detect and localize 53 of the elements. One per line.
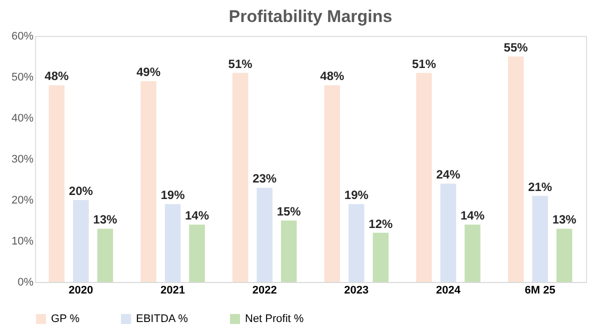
bar — [48, 85, 65, 282]
bar — [440, 184, 456, 282]
data-label: 55% — [504, 40, 528, 54]
y-tick-label: 40% — [11, 112, 34, 124]
legend-label: EBITDA % — [136, 313, 188, 325]
bar — [556, 228, 572, 282]
bar — [164, 204, 181, 282]
bar — [348, 204, 364, 282]
bar — [189, 224, 205, 282]
bar — [73, 200, 89, 282]
y-tick-label: 50% — [11, 72, 34, 84]
x-tick-label: 2023 — [344, 284, 369, 296]
x-tick-label: 2021 — [160, 284, 185, 296]
data-label: 20% — [68, 184, 94, 198]
data-label: 14% — [460, 208, 485, 223]
bar — [232, 72, 248, 282]
data-label: 15% — [276, 204, 302, 218]
data-label: 48% — [320, 69, 344, 84]
data-label: 12% — [368, 216, 394, 231]
data-label: 14% — [184, 208, 210, 223]
y-tick-label: 10% — [11, 236, 34, 248]
bar — [508, 56, 524, 282]
bar — [532, 196, 548, 282]
data-label: 13% — [552, 212, 577, 227]
data-label: 24% — [436, 168, 461, 182]
data-label: 23% — [252, 172, 277, 186]
data-label: 48% — [44, 69, 69, 84]
x-tick-label: 2022 — [252, 284, 277, 296]
bar — [256, 188, 272, 282]
bar — [372, 232, 389, 282]
data-label: 13% — [93, 212, 118, 227]
bar — [280, 220, 297, 282]
legend-label: GP % — [51, 313, 80, 325]
data-label: 51% — [412, 56, 436, 71]
data-label: 51% — [228, 56, 253, 71]
y-tick-label: 20% — [11, 194, 34, 206]
bar — [416, 72, 432, 282]
data-label: 49% — [136, 65, 161, 80]
bar — [464, 224, 480, 282]
bar — [140, 81, 156, 282]
chart-title: Profitability Margins — [228, 7, 392, 26]
bar — [324, 85, 340, 282]
data-label: 19% — [344, 188, 369, 202]
y-tick-label: 0% — [18, 276, 34, 288]
data-label: 21% — [528, 180, 552, 194]
y-tick-label: 30% — [11, 154, 34, 166]
y-tick-label: 60% — [11, 30, 34, 42]
x-tick-label: 6M 25 — [524, 284, 556, 296]
x-tick-label: 2024 — [436, 284, 462, 296]
x-tick-label: 2020 — [68, 284, 94, 296]
bar — [97, 228, 114, 282]
legend-label: Net Profit % — [245, 313, 304, 325]
data-label: 19% — [160, 188, 186, 202]
